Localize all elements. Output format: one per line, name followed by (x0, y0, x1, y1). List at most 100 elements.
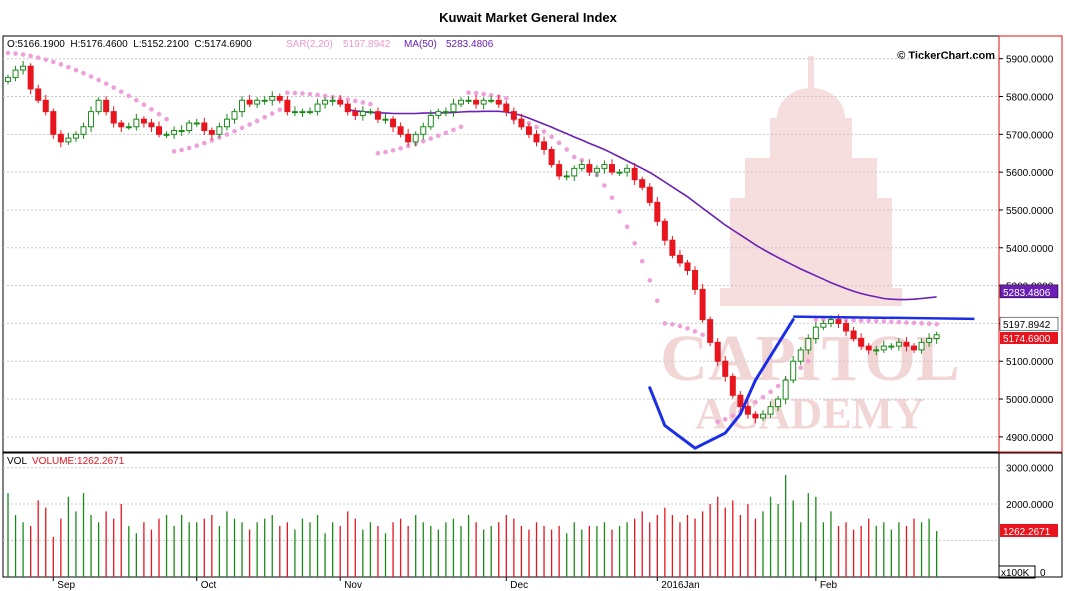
candle-body (133, 118, 140, 128)
tickerchart-credit: © TickerChart.com (897, 50, 995, 62)
sar-dot (285, 90, 290, 96)
sar-dot (488, 92, 494, 98)
candle-body (367, 111, 374, 114)
sar-dot (896, 319, 902, 325)
sar-dot (556, 140, 562, 146)
candle-body (284, 99, 291, 113)
sar-label: SAR(2,20) (286, 39, 333, 50)
candle-body (616, 171, 623, 174)
volume-unit-box (998, 565, 1036, 579)
candle-body (669, 239, 676, 256)
sar-dot (375, 150, 381, 156)
candle-body (525, 126, 532, 135)
sar-dot (866, 318, 871, 324)
ohlc-readout: O:5166.1900 H:5176.4600 L:5152.2100 C:51… (7, 39, 252, 50)
sar-dot (858, 318, 864, 323)
volume-badge-text: 1262.2671 (1003, 527, 1051, 538)
ma-label: MA(50) (404, 39, 437, 50)
sar-dot (473, 90, 479, 96)
sar-dot (775, 383, 781, 389)
candle-body (35, 88, 42, 101)
candle-body (639, 179, 646, 188)
candle-body (359, 111, 366, 116)
sar-dot (549, 134, 554, 140)
volume-tick-label: 2000.0000 (1006, 500, 1054, 511)
sar-dot (617, 209, 622, 214)
sar-dot (428, 136, 434, 141)
candle-body (435, 111, 442, 116)
candle-body (276, 96, 283, 101)
watermark-capitol: CAPITOL (660, 322, 960, 395)
candle-body (737, 394, 744, 408)
sar-dot (760, 394, 766, 400)
sar-dot (753, 400, 758, 405)
sar-dot (911, 320, 917, 326)
candle-body (646, 186, 653, 203)
price-tick-label: 5000.0000 (1006, 395, 1054, 406)
time-axis: Sep Oct Nov Dec 2016Jan Feb (52, 577, 838, 591)
candle-body (556, 164, 563, 177)
sar-dot (821, 317, 826, 322)
sar-dot (466, 90, 471, 96)
candle-body (903, 341, 910, 347)
candle-body (88, 111, 95, 128)
sar-dot (360, 100, 366, 105)
candle-body (578, 164, 585, 169)
sar-dot (58, 62, 64, 67)
candle-body (442, 111, 449, 114)
sar-dot (88, 74, 94, 79)
candle-body (631, 167, 638, 181)
sar-dot (315, 92, 320, 98)
candle-body (601, 164, 608, 169)
candle-body (95, 99, 102, 113)
candle-body (42, 99, 49, 113)
sar-badge-box (999, 316, 1059, 331)
sar-dot (541, 129, 547, 134)
candle-body (352, 111, 359, 116)
sar-dot (843, 317, 849, 323)
candle-body (495, 99, 502, 105)
sar-dot (141, 102, 147, 108)
sar-dot (609, 195, 615, 201)
close-badge-box (1000, 331, 1058, 344)
sar-dot (715, 419, 720, 425)
candle-body (208, 130, 215, 135)
sar-dot (300, 91, 305, 96)
candle-body (72, 133, 79, 139)
candle-body (405, 133, 412, 143)
sar-dot (51, 59, 56, 65)
candle-body (314, 103, 321, 113)
candle-body (782, 379, 789, 400)
candle-body (382, 118, 389, 121)
candle-body (50, 111, 57, 135)
candle-body (895, 341, 902, 347)
sar-dot (579, 157, 585, 163)
sar-dot (20, 52, 26, 57)
candle-body (450, 103, 457, 113)
sar-dot (722, 417, 728, 422)
candle-body (344, 103, 351, 113)
candle-body (541, 141, 548, 150)
sar-dot (353, 98, 358, 104)
candle-body (827, 319, 834, 324)
sar-dot (35, 55, 41, 60)
price-tick-label: 5800.0000 (1006, 93, 1054, 104)
sar-dot (458, 124, 464, 130)
sar-dot (398, 146, 403, 151)
sar-dot (232, 128, 237, 134)
time-tick-label: Nov (344, 580, 362, 591)
sar-dot (443, 130, 449, 136)
candle-body (329, 99, 336, 102)
close-badge-text: 5174.6900 (1003, 334, 1051, 345)
sar-badge-text: 5197.8942 (1003, 320, 1051, 331)
sar-dot (700, 332, 705, 338)
candle-body (797, 349, 804, 362)
price-tick-label: 5900.0000 (1006, 55, 1054, 66)
candle-body (480, 99, 487, 105)
candle-body (563, 175, 570, 178)
candle-body (156, 126, 162, 135)
volume-unit-label: x100K (1001, 568, 1030, 579)
sar-dot (647, 278, 653, 283)
sar-value: 5197.8942 (343, 39, 391, 50)
sar-dot (73, 67, 79, 73)
